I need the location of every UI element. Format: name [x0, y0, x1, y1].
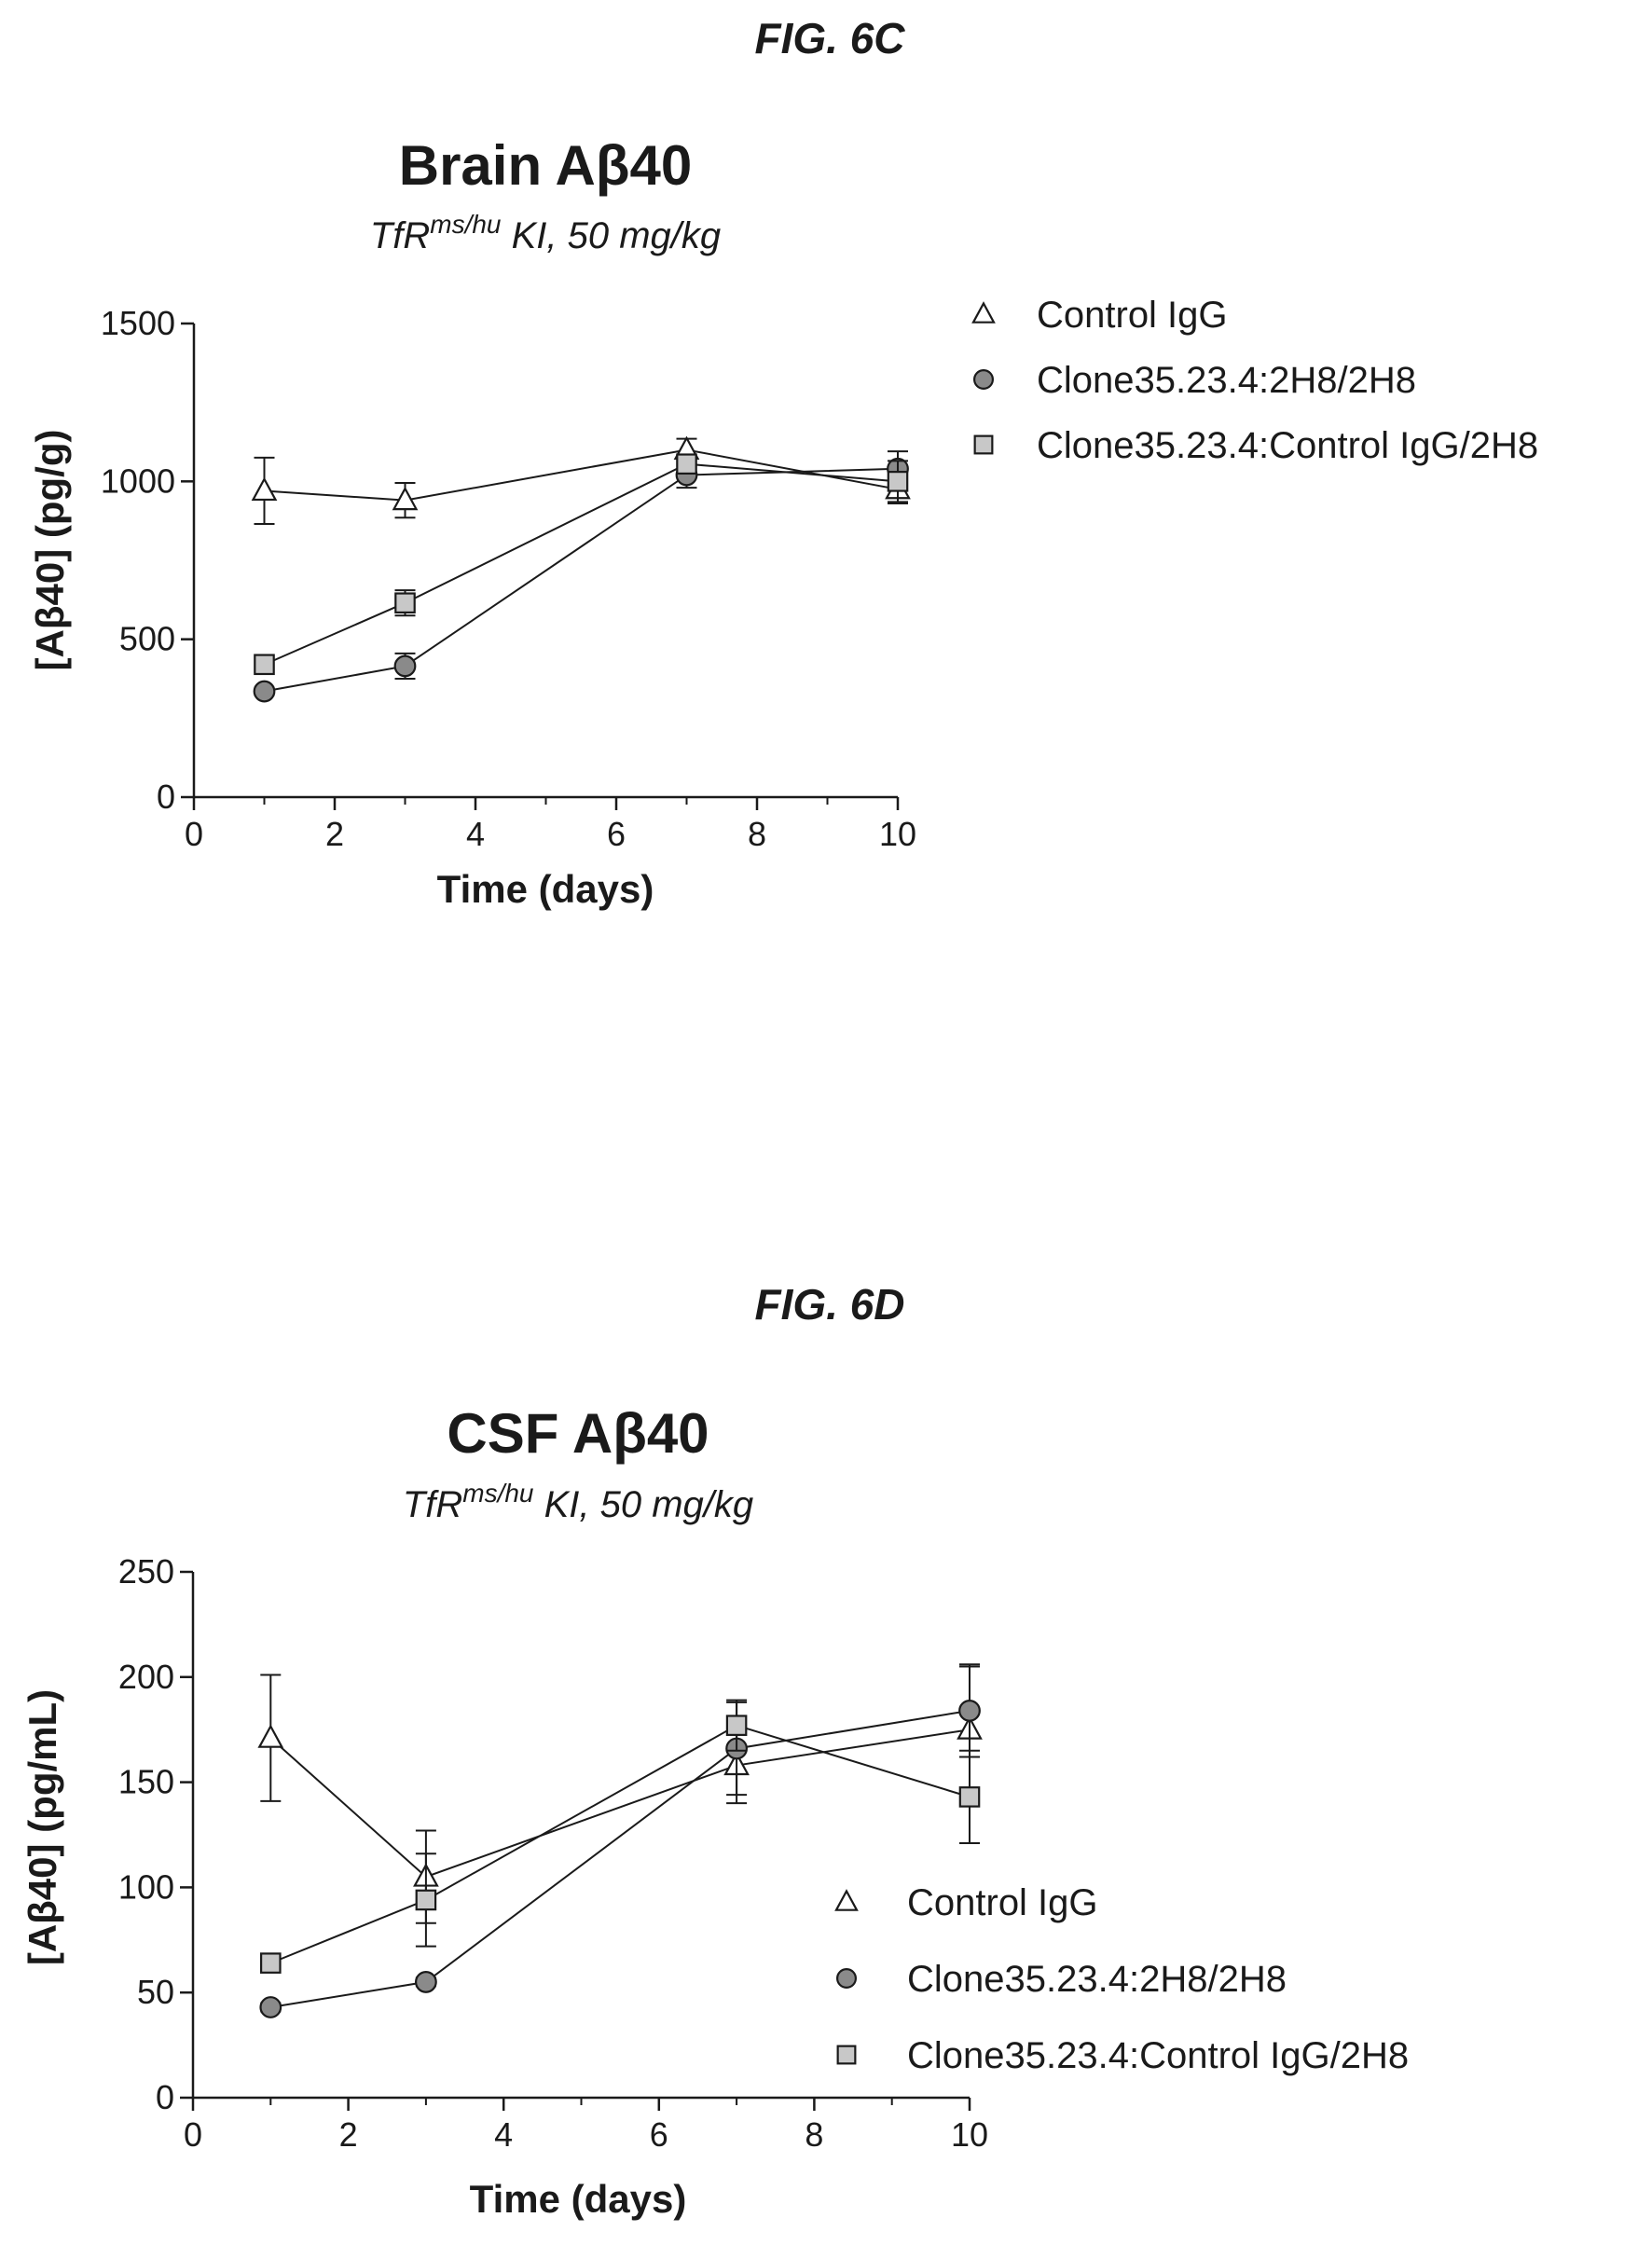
series-line: [264, 462, 899, 666]
data-point-square: [394, 592, 416, 614]
series-line: [269, 1724, 971, 1964]
y-tick-label: 200: [118, 1658, 174, 1696]
data-point-circle: [393, 654, 417, 678]
data-point-circle: [253, 680, 276, 703]
subtitle-superscript: ms/hu: [430, 210, 502, 239]
data-point-square: [415, 1889, 437, 1911]
y-tick-label: 0: [156, 2078, 174, 2116]
data-point-square: [254, 654, 275, 676]
legend-symbol-circle: [836, 1968, 857, 1989]
y-tick-label: 100: [118, 1867, 174, 1906]
x-tick-label: 2: [339, 2115, 358, 2154]
legend-marker-2h8-2h8: [836, 1968, 857, 1989]
chart-subtitle-brain: TfRms/hu KI, 50 mg/kg: [370, 210, 721, 256]
brain-abeta40-chart: FIG. 6C Brain Aβ40 TfRms/hu KI, 50 mg/kg…: [28, 14, 1538, 911]
subtitle-rest: KI, 50 mg/kg: [502, 215, 722, 256]
data-point-square: [887, 471, 909, 492]
y-tick-label: 1500: [101, 304, 175, 342]
data-point-circle: [259, 1996, 282, 2018]
plot-area-csf: 0 50 100 150 200 250 0 2 4 6 8 10: [118, 1552, 988, 2154]
series-square: [254, 453, 909, 676]
series-circle: [259, 1663, 981, 2018]
y-tick-label: 1000: [101, 461, 175, 500]
x-tick-label: 6: [650, 2115, 668, 2154]
data-point-square: [676, 453, 697, 475]
legend-csf: Control IgG Clone35.23.4:2H8/2H8 Clone35…: [834, 1882, 1409, 2076]
data-point-square: [260, 1952, 282, 1974]
legend-marker-control-2h8: [973, 434, 994, 455]
figure-label-6c: FIG. 6C: [754, 14, 905, 62]
series-line: [270, 1709, 971, 2008]
x-tick-label: 10: [879, 815, 916, 853]
legend-symbol-square: [836, 2045, 857, 2065]
legend-symbol-triangle: [834, 1889, 859, 1911]
legend-symbol-triangle: [971, 301, 996, 324]
plot-area-brain: 0 500 1000 1500 0 2 4 6 8 10: [101, 304, 916, 853]
data-point-triangle: [392, 486, 419, 511]
y-tick-label: 50: [137, 1973, 174, 2011]
series-line: [269, 1729, 971, 1879]
subtitle-main: TfR: [403, 1484, 462, 1525]
data-point-square: [725, 1715, 748, 1736]
data-point-circle: [958, 1699, 981, 1722]
y-tick-label: 500: [119, 620, 175, 658]
series-square: [260, 1699, 981, 1974]
x-tick-label: 0: [184, 2115, 202, 2154]
legend-symbol-square: [973, 434, 994, 455]
csf-abeta40-chart: FIG. 6D CSF Aβ40 TfRms/hu KI, 50 mg/kg 0…: [21, 1280, 1409, 2221]
subtitle-main: TfR: [370, 215, 430, 256]
legend-label-2h8-2h8: Clone35.23.4:2H8/2H8: [1037, 360, 1416, 401]
x-tick-label: 6: [607, 815, 626, 853]
series-line: [264, 448, 899, 502]
series-circle: [253, 450, 909, 703]
x-tick-label: 8: [805, 2115, 823, 2154]
chart-title-brain: Brain Aβ40: [399, 134, 693, 197]
data-point-square: [958, 1786, 981, 1808]
legend-label-control-igg: Control IgG: [1037, 295, 1228, 336]
legend-marker-control-2h8: [836, 2045, 857, 2065]
legend-label-2h8-2h8: Clone35.23.4:2H8/2H8: [907, 1959, 1287, 2000]
chart-subtitle-csf: TfRms/hu KI, 50 mg/kg: [403, 1479, 753, 1525]
legend-marker-control-igg: [834, 1889, 859, 1911]
legend-label-control-igg: Control IgG: [907, 1882, 1098, 1923]
legend-label-control-2h8: Clone35.23.4:Control IgG/2H8: [1037, 425, 1538, 466]
data-point-triangle: [251, 476, 278, 502]
legend-symbol-circle: [973, 369, 994, 390]
legend-brain: Control IgG Clone35.23.4:2H8/2H8 Clone35…: [971, 295, 1538, 466]
series-line: [264, 467, 899, 693]
data-point-circle: [415, 1971, 437, 1993]
y-axis-label-brain: [Aβ40] (pg/g): [28, 430, 72, 671]
x-tick-label: 2: [325, 815, 344, 853]
subtitle-rest: KI, 50 mg/kg: [534, 1484, 754, 1525]
chart-title-csf: CSF Aβ40: [447, 1402, 709, 1465]
figure-label-6d: FIG. 6D: [754, 1280, 904, 1329]
subtitle-superscript: ms/hu: [462, 1479, 534, 1508]
x-tick-label: 0: [185, 815, 203, 853]
y-tick-label: 0: [157, 778, 175, 816]
x-axis-label-brain: Time (days): [437, 867, 654, 911]
series-triangle: [251, 435, 911, 526]
series-triangle: [257, 1665, 983, 1924]
y-tick-label: 150: [118, 1763, 174, 1801]
x-tick-label: 10: [951, 2115, 988, 2154]
legend-marker-2h8-2h8: [973, 369, 994, 390]
x-tick-label: 4: [494, 2115, 513, 2154]
legend-label-control-2h8: Clone35.23.4:Control IgG/2H8: [907, 2035, 1409, 2076]
x-axis-label-csf: Time (days): [470, 2177, 687, 2221]
legend-marker-control-igg: [971, 301, 996, 324]
x-tick-label: 4: [466, 815, 485, 853]
x-tick-label: 8: [748, 815, 766, 853]
y-axis-label-csf: [Aβ40] (pg/mL): [21, 1689, 64, 1965]
data-point-triangle: [257, 1724, 284, 1748]
y-tick-label: 250: [118, 1552, 174, 1591]
